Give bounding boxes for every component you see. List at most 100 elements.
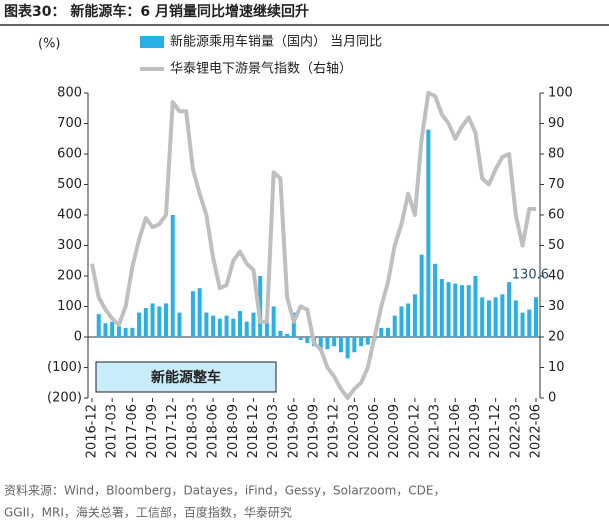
y-tick-label: 700 — [57, 116, 82, 131]
y-tick-label: 300 — [57, 238, 82, 253]
bar — [157, 306, 162, 337]
x-tick-label: 2018-06 — [206, 404, 221, 458]
bar — [137, 312, 142, 337]
bar — [513, 300, 518, 337]
bar — [285, 333, 290, 337]
bar — [271, 306, 276, 337]
x-tick-label: 2017-09 — [145, 404, 160, 458]
line — [90, 91, 536, 400]
bar — [493, 297, 498, 337]
bar — [177, 312, 182, 337]
bar — [480, 297, 485, 337]
y2-tick-label: 20 — [548, 330, 565, 345]
y-tick-label: 200 — [57, 269, 82, 284]
y-axis-unit: (%) — [38, 37, 61, 52]
bar — [116, 326, 121, 337]
x-tick-label: 2019-06 — [286, 404, 301, 458]
x-tick-label: 2020-03 — [347, 404, 362, 458]
y-tick-label: 500 — [57, 177, 82, 192]
y2-tick-label: 100 — [548, 86, 573, 101]
bar — [520, 312, 525, 337]
x-tick-label: 2019-09 — [307, 404, 322, 458]
x-tick-label: 2021-09 — [468, 404, 483, 458]
bar — [446, 282, 451, 337]
legend-swatch — [140, 36, 164, 48]
bar — [352, 337, 357, 353]
x-tick-label: 2022-03 — [508, 404, 523, 458]
annotation: 新能源整车 — [151, 369, 221, 386]
y-tick-label: (200) — [47, 391, 82, 406]
y2-tick-label: 30 — [548, 299, 565, 314]
bar — [325, 337, 330, 350]
legend-label: 华泰锂电下游景气指数（右轴） — [170, 61, 352, 77]
bar — [305, 337, 310, 344]
bar — [217, 318, 222, 337]
bar — [244, 321, 249, 337]
y2-tick-label: 80 — [548, 147, 565, 162]
bar — [507, 282, 512, 337]
y-tick-label: 600 — [57, 147, 82, 162]
x-tick-label: 2020-06 — [367, 404, 382, 458]
bar — [332, 337, 337, 347]
bar — [211, 315, 216, 337]
y-tick-label: (100) — [47, 360, 82, 375]
x-tick-label: 2020-12 — [407, 404, 422, 458]
bar — [96, 314, 101, 337]
y-tick-label: 0 — [74, 330, 82, 345]
y2-tick-label: 90 — [548, 116, 565, 131]
bar — [534, 297, 538, 337]
bar — [278, 330, 283, 337]
bar — [500, 294, 505, 337]
x-tick-label: 2018-12 — [246, 404, 261, 458]
bar — [318, 337, 323, 351]
bar — [298, 337, 303, 341]
bar — [399, 306, 404, 337]
x-tick-label: 2018-09 — [226, 404, 241, 458]
x-tick-label: 2022-06 — [529, 404, 544, 458]
bar — [439, 279, 444, 337]
x-tick-label: 2017-03 — [105, 404, 120, 458]
bar — [527, 309, 532, 337]
bar — [486, 300, 491, 337]
y2-tick-label: 40 — [548, 269, 565, 284]
bar — [433, 263, 438, 337]
x-tick-label: 2016-12 — [85, 404, 100, 458]
y-tick-label: 400 — [57, 208, 82, 223]
bar — [460, 285, 464, 337]
bar — [466, 285, 471, 337]
y2-tick-label: 50 — [548, 238, 565, 253]
y-tick-label: 100 — [57, 299, 82, 314]
bar — [164, 303, 168, 337]
bar — [345, 337, 350, 359]
y2-tick-label: 0 — [548, 391, 556, 406]
bar — [190, 291, 195, 337]
bar — [251, 312, 256, 337]
x-tick-label: 2017-12 — [165, 404, 180, 458]
x-tick-label: 2018-03 — [185, 404, 200, 458]
y2-tick-label: 70 — [548, 177, 565, 192]
annotation-box — [95, 361, 277, 393]
bar — [338, 337, 343, 353]
bar — [419, 254, 424, 337]
x-tick-label: 2019-12 — [327, 404, 342, 458]
bar — [365, 337, 370, 345]
x-tick-label: 2017-06 — [125, 404, 140, 458]
x-tick-label: 2020-09 — [387, 404, 402, 458]
bar — [359, 337, 364, 347]
bar — [392, 315, 397, 337]
bar — [170, 215, 175, 337]
y2-tick-label: 60 — [548, 208, 565, 223]
chart-title: 图表30： 新能源车：6 月销量同比增速继续回升 — [4, 3, 309, 20]
y2-tick-label: 10 — [548, 360, 565, 375]
bar — [231, 318, 236, 337]
bar — [426, 129, 431, 337]
x-tick-label: 2021-03 — [428, 404, 443, 458]
bar — [204, 312, 209, 337]
source-line: 资料来源：Wind，Bloomberg，Datayes，iFind，Gessy，… — [4, 484, 446, 498]
bar — [291, 312, 296, 337]
data-label: 130.6 — [512, 268, 549, 283]
bar — [412, 294, 417, 337]
bar — [143, 308, 148, 337]
source-line: GGII，MRI，海关总署，工信部，百度指数，华泰研究 — [4, 505, 292, 520]
